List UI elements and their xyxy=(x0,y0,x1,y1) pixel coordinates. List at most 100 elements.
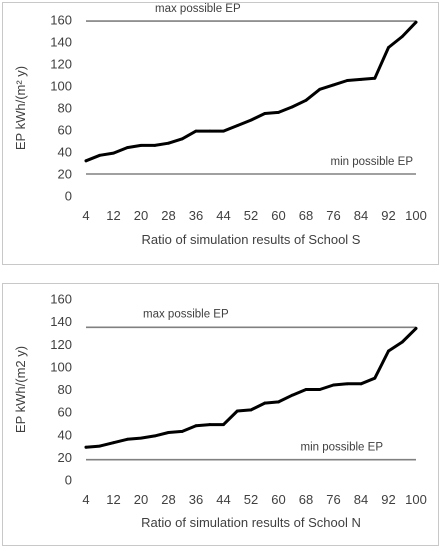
data-point xyxy=(373,376,377,380)
y-tick-label: 60 xyxy=(58,405,72,420)
x-tick-label: 12 xyxy=(106,492,120,507)
x-tick-label: 76 xyxy=(326,208,340,223)
data-point xyxy=(235,409,239,413)
data-point xyxy=(222,423,225,426)
x-tick-label: 28 xyxy=(161,208,175,223)
data-point xyxy=(249,408,253,412)
data-point xyxy=(277,400,280,404)
chart-panel-school-n: 0 20 40 60 80 100 120 140 160 4 12 20 28 36 44 52 60 68 76… xyxy=(2,283,439,546)
x-tick-label: 84 xyxy=(354,492,368,507)
x-tick-label: 60 xyxy=(271,492,285,507)
data-point xyxy=(414,327,418,330)
data-point xyxy=(84,445,88,449)
x-tick-label: 28 xyxy=(161,492,175,507)
y-tick-label: 100 xyxy=(50,359,72,374)
data-point xyxy=(277,111,280,114)
data-point xyxy=(112,151,115,155)
data-point xyxy=(359,78,363,81)
y-tick-label: 120 xyxy=(50,57,72,72)
x-tick-label: 4 xyxy=(82,492,89,507)
data-point xyxy=(208,423,212,426)
data-point xyxy=(125,146,129,150)
data-point xyxy=(194,424,198,428)
x-tick-label: 20 xyxy=(134,208,148,223)
data-point xyxy=(318,388,322,391)
y-tick-label: 140 xyxy=(50,314,72,329)
y-tick-label: 0 xyxy=(65,473,72,488)
x-axis-title: Ratio of simulation results of School S xyxy=(142,232,361,247)
x-tick-label: 100 xyxy=(405,208,427,223)
data-series-line xyxy=(84,326,418,449)
data-point xyxy=(112,441,115,445)
data-point xyxy=(387,46,390,49)
data-point xyxy=(153,144,157,147)
data-point xyxy=(345,382,349,386)
data-point xyxy=(167,431,170,434)
data-point xyxy=(84,159,88,163)
y-axis-title: EP kWh/(m² y) xyxy=(13,66,28,150)
data-point xyxy=(208,129,212,133)
x-tick-label: 36 xyxy=(189,492,203,507)
y-tick-label: 80 xyxy=(58,101,72,116)
data-point xyxy=(235,124,239,127)
data-point xyxy=(387,349,390,353)
x-tick-label: 84 xyxy=(354,208,368,223)
y-tick-label: 160 xyxy=(50,13,72,28)
x-tick-label: 92 xyxy=(381,208,395,223)
x-tick-label: 92 xyxy=(381,492,395,507)
data-point xyxy=(304,98,308,102)
chart-school-n: 0 20 40 60 80 100 120 140 160 4 12 20 28 36 44 52 60 68 76… xyxy=(13,292,427,531)
y-tick-label: 160 xyxy=(50,292,72,307)
data-point xyxy=(153,434,157,438)
x-tick-label: 60 xyxy=(271,208,285,223)
data-point xyxy=(263,112,267,115)
y-tick-label: 40 xyxy=(58,427,72,442)
data-point xyxy=(359,382,363,386)
x-tick-label: 52 xyxy=(244,208,258,223)
data-point xyxy=(373,76,377,80)
x-tick-label: 68 xyxy=(299,208,313,223)
data-point xyxy=(180,429,184,433)
x-tick-label: 12 xyxy=(106,208,120,223)
y-tick-label: 20 xyxy=(58,167,72,182)
y-axis-title: EP kWh/(m2 y) xyxy=(13,346,28,433)
data-point xyxy=(98,444,102,448)
reference-line-label: max possible EP xyxy=(155,3,241,15)
data-point xyxy=(318,87,322,91)
data-point xyxy=(345,79,349,82)
data-point xyxy=(332,383,335,387)
data-series-line xyxy=(84,20,418,163)
x-tick-label: 44 xyxy=(216,492,230,507)
y-tick-label: 100 xyxy=(50,79,72,94)
y-tick-label: 140 xyxy=(50,35,72,50)
data-point xyxy=(400,340,404,344)
data-point xyxy=(167,141,170,145)
data-point xyxy=(263,401,267,405)
reference-line-label: max possible EP xyxy=(143,308,229,320)
x-tick-label: 44 xyxy=(216,208,230,223)
x-tick-label: 4 xyxy=(82,208,89,223)
data-point xyxy=(125,437,129,441)
data-point xyxy=(139,436,143,440)
data-point xyxy=(290,105,294,109)
y-tick-label: 60 xyxy=(58,123,72,138)
y-tick-label: 120 xyxy=(50,337,72,352)
x-tick-label: 20 xyxy=(134,492,148,507)
reference-line-label: min possible EP xyxy=(331,156,414,168)
x-tick-label: 100 xyxy=(405,492,427,507)
data-point xyxy=(194,129,198,133)
data-point xyxy=(400,35,404,38)
data-point xyxy=(332,83,335,87)
data-point xyxy=(290,393,294,397)
y-tick-label: 0 xyxy=(65,189,72,204)
x-tick-label: 36 xyxy=(189,208,203,223)
data-point xyxy=(98,153,102,157)
x-tick-label: 76 xyxy=(326,492,340,507)
x-tick-label: 52 xyxy=(244,492,258,507)
data-point xyxy=(414,20,418,24)
chart-school-s: 0 20 40 60 80 100 120 140 160 4 12 20 28 36 44 52 60 68 76… xyxy=(13,3,427,247)
data-point xyxy=(304,388,308,391)
y-tick-label: 80 xyxy=(58,382,72,397)
chart-panel-school-s: 0 20 40 60 80 100 120 140 160 4 12 20 28 36 44 52 60 68 76… xyxy=(2,2,439,265)
x-axis-title: Ratio of simulation results of School N xyxy=(141,515,361,530)
